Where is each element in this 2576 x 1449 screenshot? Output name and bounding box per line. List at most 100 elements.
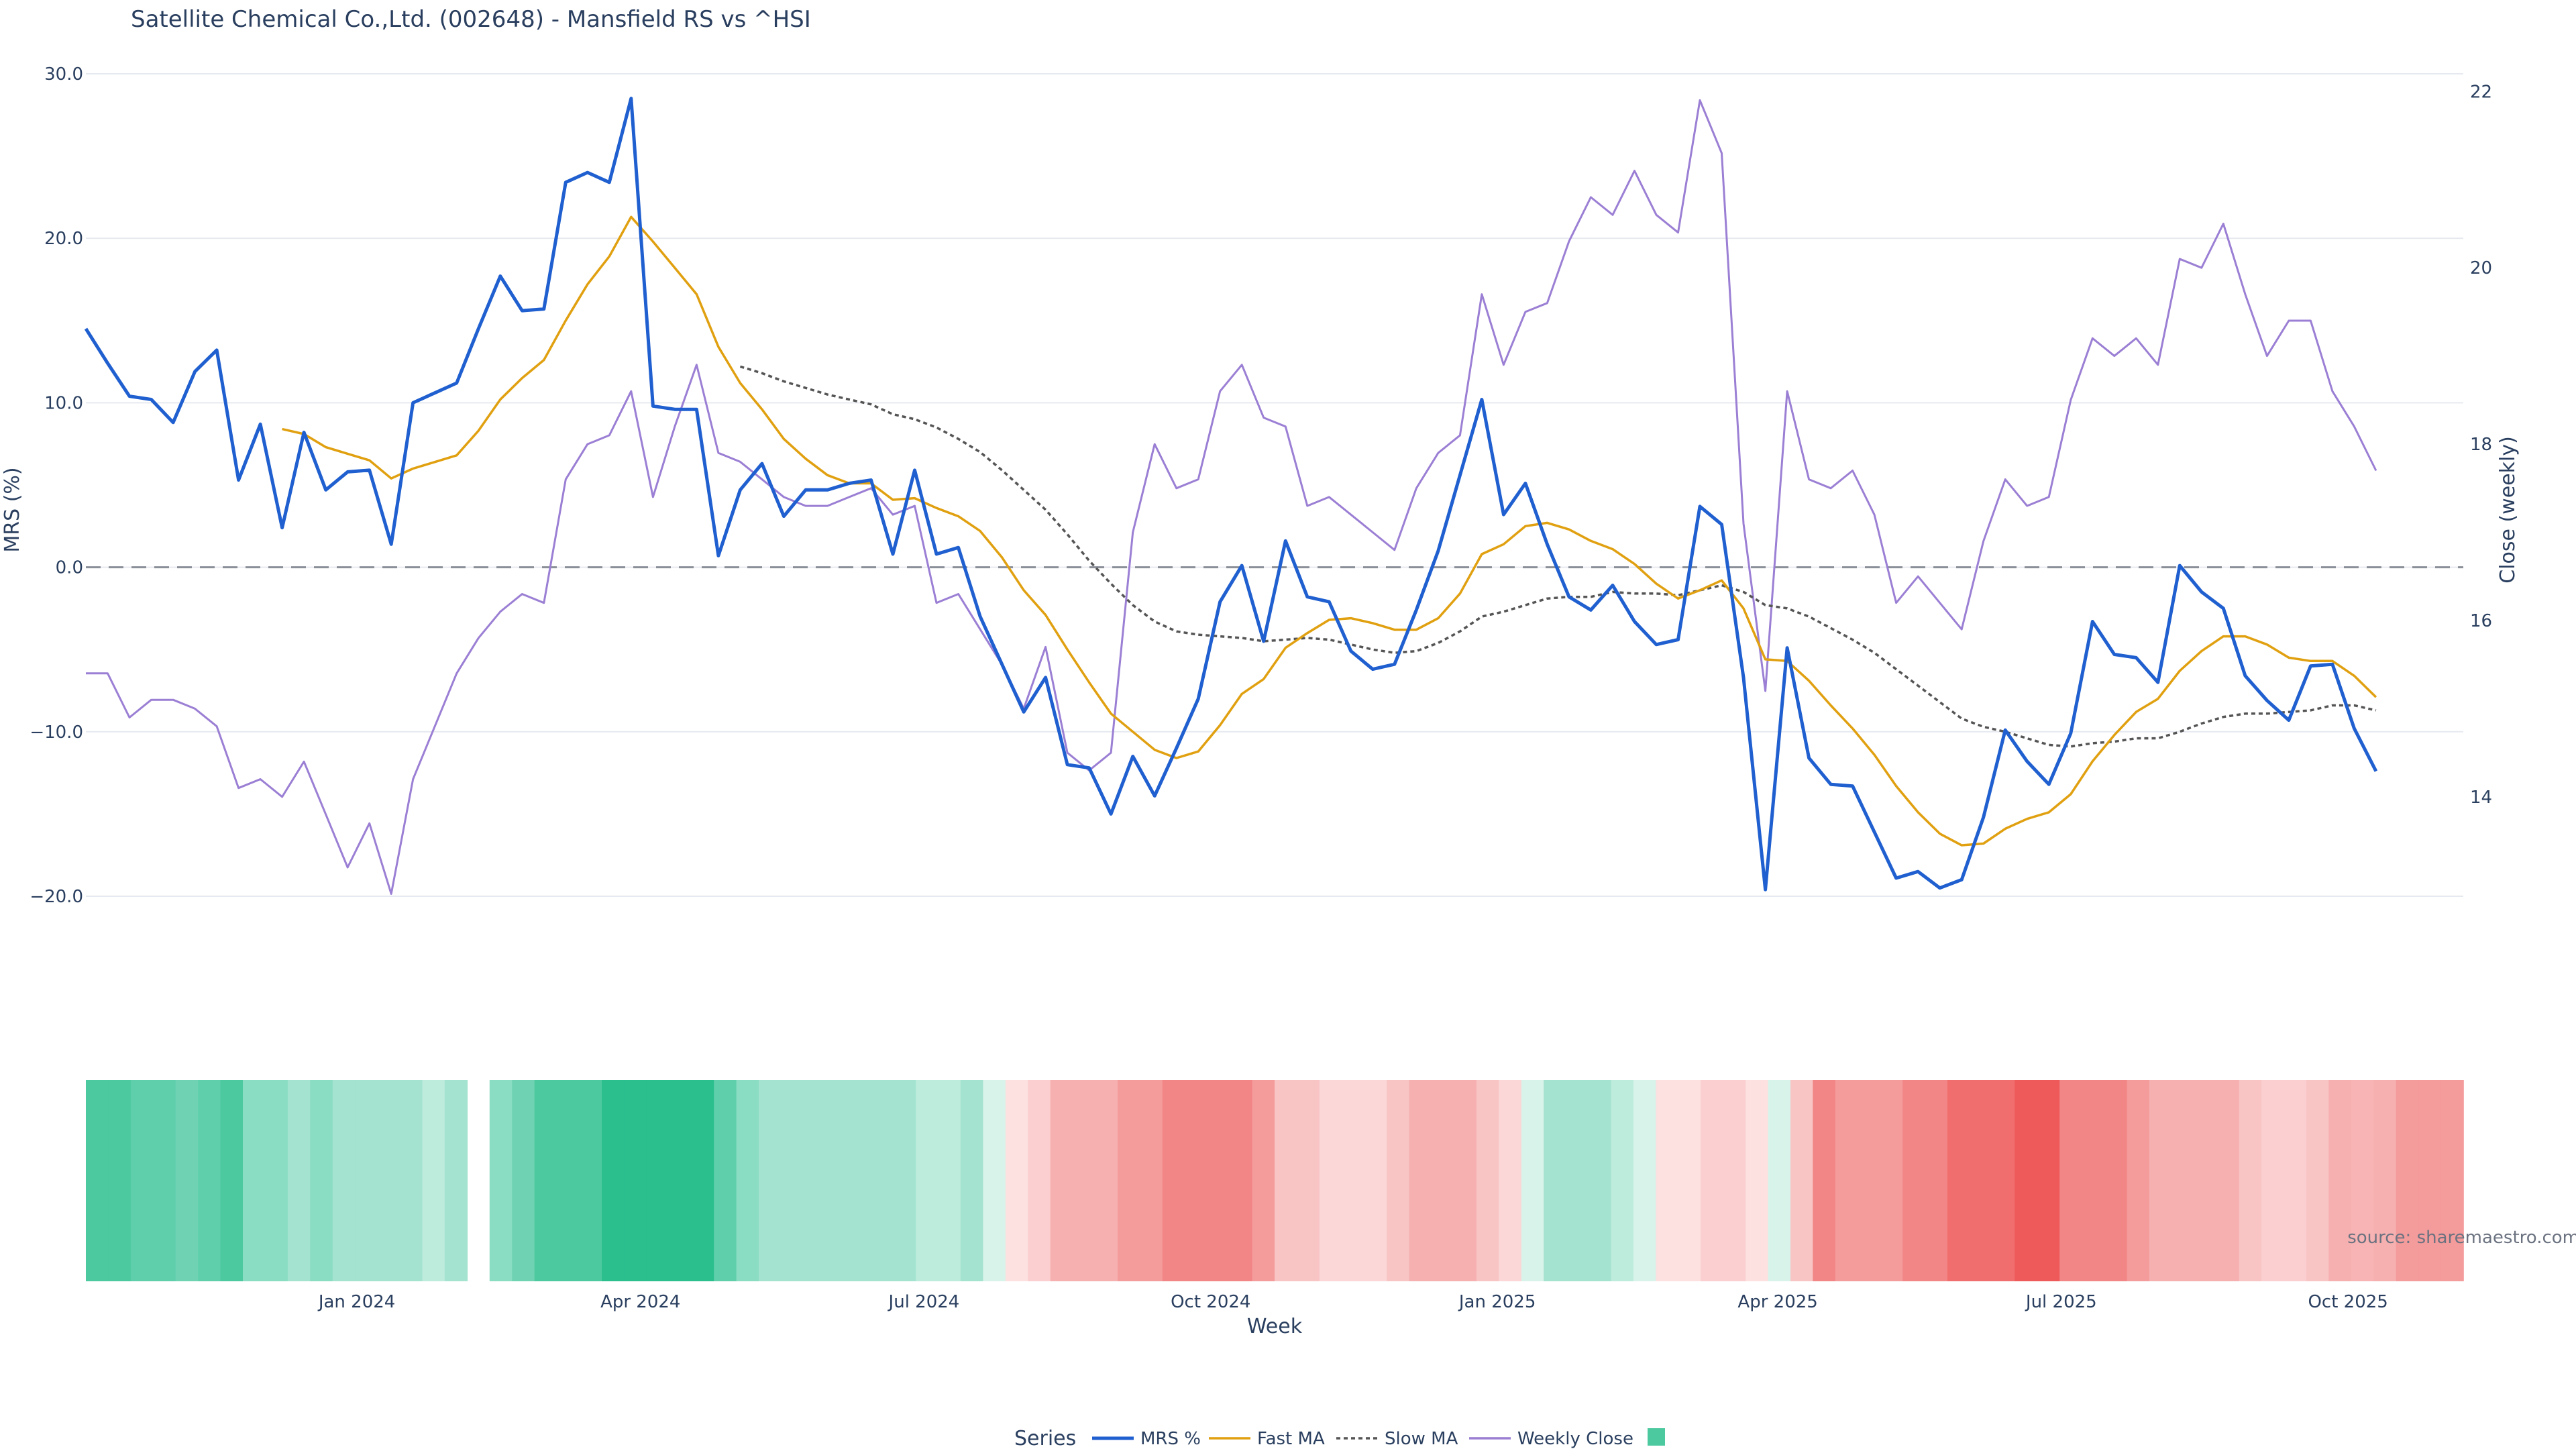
heatmap-cell	[2127, 1080, 2150, 1281]
y2-axis-title: Close (weekly)	[2496, 436, 2520, 584]
heatmap-cell	[1589, 1080, 1612, 1281]
y2-axis-ticks: 22 20 18 16 14	[2470, 82, 2492, 808]
heatmap-cell	[265, 1080, 288, 1281]
y-tick-label: 10.0	[44, 393, 83, 413]
heatmap-cell	[1454, 1080, 1477, 1281]
heatmap-cell	[983, 1080, 1006, 1281]
x-tick-label: Oct 2025	[2308, 1292, 2387, 1312]
y2-tick-label: 22	[2470, 82, 2492, 102]
y2-tick-label: 18	[2470, 435, 2492, 455]
heatmap-cell	[108, 1080, 131, 1281]
legend-label: Weekly Close	[1517, 1429, 1633, 1449]
y-axis-ticks: 30.0 20.0 10.0 0.0 −10.0 −20.0	[30, 64, 83, 907]
heatmap-cell	[1185, 1080, 1208, 1281]
x-tick-label: Apr 2024	[600, 1292, 680, 1312]
heatmap-cell	[1858, 1080, 1881, 1281]
y-tick-label: 0.0	[56, 558, 83, 578]
heatmap-cell	[1790, 1080, 1814, 1281]
heatmap-cell	[759, 1080, 782, 1281]
heatmap-cell	[2194, 1080, 2217, 1281]
y-tick-label: 30.0	[44, 64, 83, 85]
heatmap-cell	[1947, 1080, 1971, 1281]
heatmap-cell	[86, 1080, 109, 1281]
heatmap-cell	[736, 1080, 759, 1281]
heatmap-cell	[893, 1080, 916, 1281]
heatmap-cell	[1678, 1080, 1701, 1281]
heatmap-cell	[826, 1080, 849, 1281]
heatmap-cell	[1566, 1080, 1589, 1281]
heatmap-cell	[1275, 1080, 1298, 1281]
heatmap-cell	[2373, 1080, 2397, 1281]
series-line-slow-ma	[739, 365, 2377, 748]
heatmap-cell	[220, 1080, 244, 1281]
heatmap-cell	[1723, 1080, 1746, 1281]
x-tick-label: Apr 2025	[1737, 1292, 1817, 1312]
series-line-mrs	[84, 97, 2378, 892]
heatmap-cell	[960, 1080, 984, 1281]
heatmap-cell	[1701, 1080, 1724, 1281]
heatmap-cell	[602, 1080, 625, 1281]
heatmap-cell	[332, 1080, 356, 1281]
heatmap-cell	[579, 1080, 602, 1281]
legend-title: Series	[1014, 1427, 1076, 1449]
heatmap-cell	[1364, 1080, 1387, 1281]
heatmap-cell	[2037, 1080, 2060, 1281]
x-tick-label: Jan 2024	[317, 1292, 396, 1312]
heatmap-cell	[938, 1080, 961, 1281]
heatmap-cell	[1902, 1080, 1926, 1281]
heatmap-cell	[534, 1080, 557, 1281]
heatmap-cell	[1432, 1080, 1455, 1281]
heatmap-cell	[1476, 1080, 1500, 1281]
legend: Series MRS % Fast MA Slow MA Weekly Close	[1014, 1427, 1665, 1449]
heatmap-cell	[1230, 1080, 1253, 1281]
heatmap-cell	[2171, 1080, 2195, 1281]
heatmap-cell	[1252, 1080, 1275, 1281]
heatmap-strip	[86, 1080, 2464, 1281]
heatmap-cell	[2104, 1080, 2128, 1281]
x-axis-title: Week	[1247, 1315, 1303, 1338]
heatmap-cell	[1746, 1080, 1769, 1281]
heatmap-cell	[557, 1080, 580, 1281]
heatmap-cell	[803, 1080, 827, 1281]
heatmap-cell	[1611, 1080, 1634, 1281]
source-note: source: sharemaestro.com	[2347, 1228, 2576, 1248]
y2-tick-label: 16	[2470, 611, 2492, 631]
heatmap-cell	[2418, 1080, 2442, 1281]
heatmap-cell	[1140, 1080, 1163, 1281]
heatmap-cell	[871, 1080, 894, 1281]
x-tick-label: Jan 2025	[1458, 1292, 1536, 1312]
heatmap-cell	[1544, 1080, 1567, 1281]
heatmap-cell	[624, 1080, 647, 1281]
heatmap-cell	[2149, 1080, 2173, 1281]
heatmap-cell	[153, 1080, 176, 1281]
heatmap-cell	[1005, 1080, 1028, 1281]
heatmap-cell	[1118, 1080, 1141, 1281]
heatmap-cell	[1813, 1080, 1836, 1281]
heatmap-cell	[2306, 1080, 2330, 1281]
heatmap-cell	[1633, 1080, 1657, 1281]
heatmap-cell	[1319, 1080, 1343, 1281]
heatmap-cell	[2284, 1080, 2307, 1281]
series-lines	[84, 97, 2378, 895]
heatmap-cell	[1880, 1080, 1903, 1281]
heatmap-cell	[355, 1080, 378, 1281]
series-line-fast-ma	[282, 215, 2377, 847]
y-tick-label: 20.0	[44, 229, 83, 249]
heatmap-cell	[243, 1080, 266, 1281]
heatmap-cell	[400, 1080, 423, 1281]
heatmap-cell	[1095, 1080, 1118, 1281]
legend-label: Fast MA	[1257, 1429, 1325, 1449]
heatmap-cell	[2328, 1080, 2352, 1281]
heatmap-cell	[1387, 1080, 1410, 1281]
heatmap-cell	[422, 1080, 445, 1281]
x-tick-label: Oct 2024	[1171, 1292, 1250, 1312]
chart-title: Satellite Chemical Co.,Ltd. (002648) - M…	[131, 6, 811, 33]
heatmap-cell	[130, 1080, 154, 1281]
heatmap-cell	[444, 1080, 468, 1281]
heatmap-cell	[1970, 1080, 1993, 1281]
legend-label: MRS %	[1140, 1429, 1201, 1449]
series-line-weekly-close	[86, 99, 2377, 895]
x-axis-ticks: Jan 2024 Apr 2024 Jul 2024 Oct 2024 Jan 2025…	[317, 1292, 2388, 1312]
gridlines	[86, 73, 2463, 897]
